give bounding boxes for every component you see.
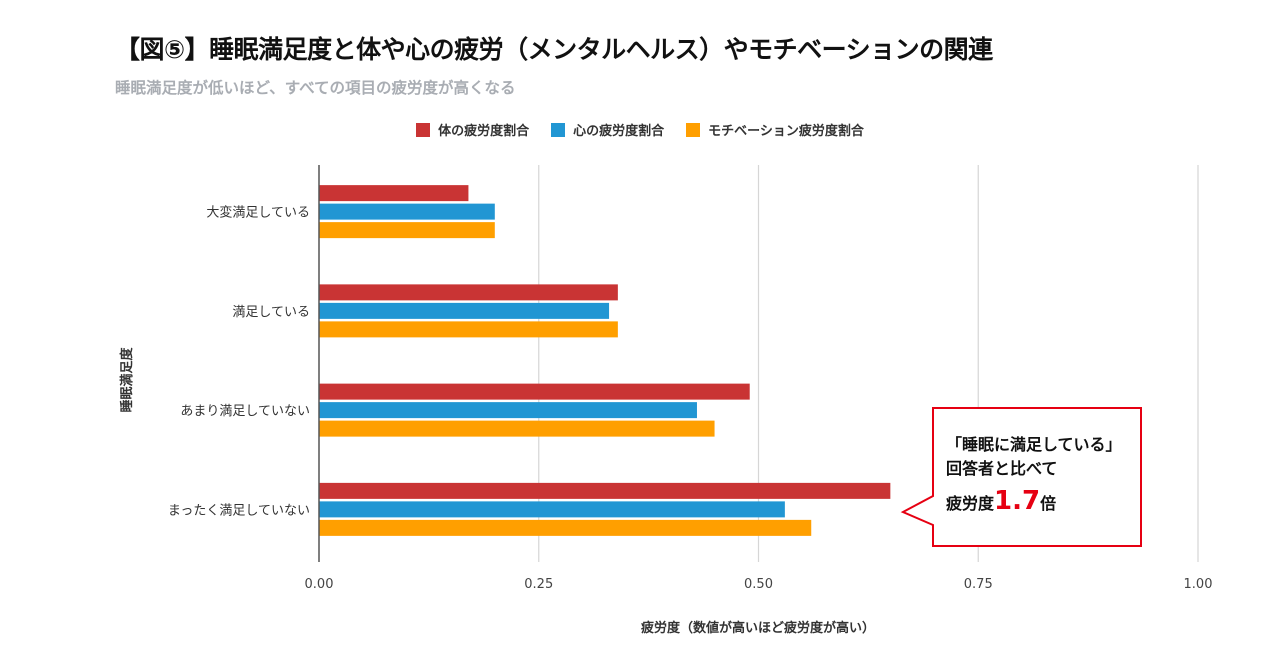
callout-suffix: 倍 <box>1040 494 1057 513</box>
x-tick-label: 0.00 <box>305 577 334 592</box>
y-category-label: 満足している <box>232 305 310 320</box>
bar <box>319 519 812 536</box>
bar <box>319 321 618 338</box>
legend-swatch-motivation <box>686 122 701 137</box>
legend-item-body: 体の疲労度割合 <box>416 120 529 139</box>
bar <box>319 482 891 499</box>
legend-swatch-mind <box>551 122 566 137</box>
bar <box>319 185 469 202</box>
chart-title: 【図⑤】睡眠満足度と体や心の疲労（メンタルヘルス）やモチベーションの関連 <box>115 35 993 64</box>
legend-item-mind: 心の疲労度割合 <box>551 120 664 139</box>
callout-text: 「睡眠に満足している」 回答者と比べて 疲労度 1.7 倍 <box>946 433 1122 516</box>
bar <box>319 420 715 437</box>
bar <box>319 402 697 419</box>
bar <box>319 383 750 400</box>
bar <box>319 302 610 319</box>
y-axis-label: 睡眠満足度 <box>119 347 135 413</box>
callout-bubble <box>900 407 1142 547</box>
bar <box>319 501 785 518</box>
legend-label-motivation: モチベーション疲労度割合 <box>708 124 864 139</box>
legend-label-mind: 心の疲労度割合 <box>573 124 665 139</box>
callout-line2: 回答者と比べて <box>946 459 1058 478</box>
y-category-label: まったく満足していない <box>168 503 310 518</box>
x-tick-label: 0.75 <box>964 577 993 592</box>
chart-subtitle: 睡眠満足度が低いほど、すべての項目の疲労度が高くなる <box>115 79 516 97</box>
callout-prefix: 疲労度 <box>946 494 995 513</box>
legend-item-motivation: モチベーション疲労度割合 <box>686 120 864 139</box>
legend: 体の疲労度割合 心の疲労度割合 モチベーション疲労度割合 <box>0 120 1280 139</box>
x-axis-label: 疲労度（数値が高いほど疲労度が高い） <box>641 620 875 636</box>
legend-label-body: 体の疲労度割合 <box>438 124 530 139</box>
y-category-label: あまり満足していない <box>180 404 310 419</box>
x-tick-label: 1.00 <box>1184 577 1213 592</box>
y-category-label: 大変満足している <box>206 205 310 221</box>
bar <box>319 284 618 301</box>
callout-line1: 「睡眠に満足している」 <box>946 435 1122 454</box>
x-tick-label: 0.50 <box>744 577 773 592</box>
callout-multiplier: 1.7 <box>994 486 1041 516</box>
bar <box>319 203 495 220</box>
callout-line3: 疲労度 1.7 倍 <box>946 486 1122 516</box>
x-tick-label: 0.25 <box>524 577 553 592</box>
legend-swatch-body <box>416 122 431 137</box>
bar <box>319 222 495 239</box>
